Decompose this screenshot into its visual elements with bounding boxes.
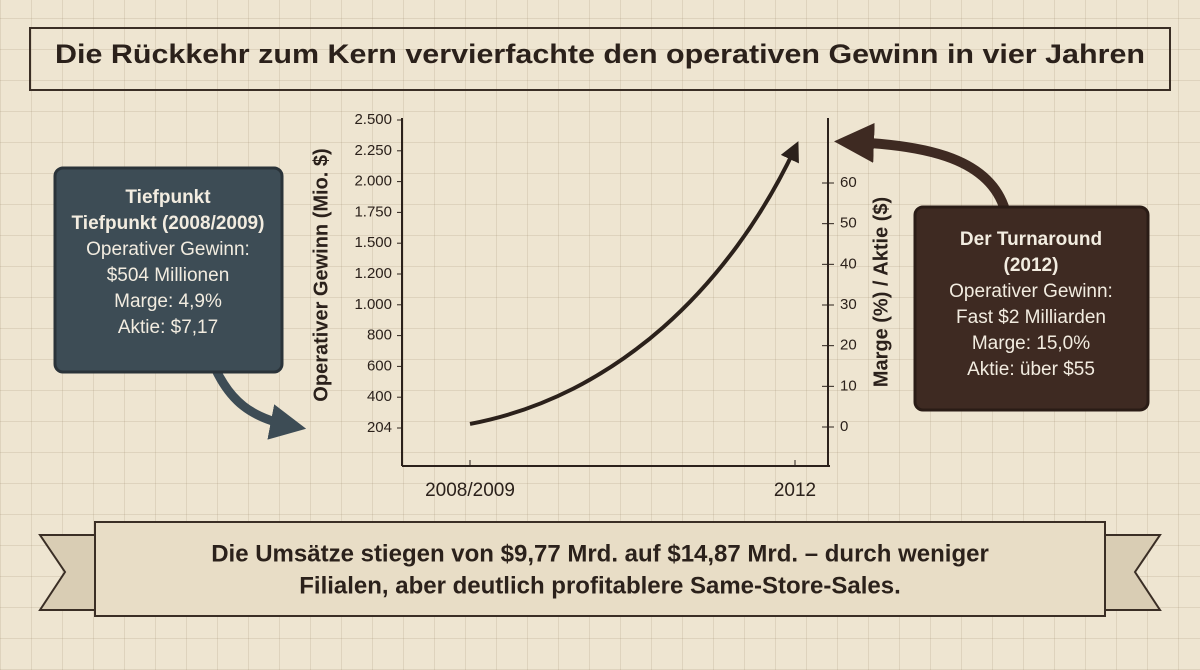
callout-box — [53, 166, 284, 374]
y2-tick-label: 60 — [840, 174, 857, 191]
y-tick-label: 800 — [367, 327, 392, 344]
banner-end — [38, 534, 101, 611]
y2-tick-label: 20 — [840, 337, 857, 354]
y2-tick-label: 0 — [840, 418, 848, 435]
y2-tick-label: 30 — [840, 296, 857, 313]
caption-text: Die Umsätze stiegen von $9,77 Mrd. auf $… — [211, 540, 989, 567]
x-tick-label: 2008/2009 — [425, 480, 515, 501]
callout-text: Tiefpunkt (2008/2009) — [72, 213, 265, 234]
callout-text: Tiefpunkt — [125, 187, 211, 208]
y-tick-label: 600 — [367, 357, 392, 374]
y-tick-label: 1.000 — [354, 296, 392, 313]
y-tick-label: 400 — [367, 388, 392, 405]
y2-tick-label: 40 — [840, 255, 857, 272]
callout-text: Aktie: über $55 — [967, 359, 1095, 380]
chart-title: Die Rückkehr zum Kern vervierfachte den … — [55, 39, 1145, 69]
caption-text: Filialen, aber deutlich profitablere Sam… — [299, 572, 901, 599]
callout-arrow — [834, 122, 1010, 212]
banner-end — [1099, 534, 1162, 611]
callout-text: Marge: 15,0% — [972, 333, 1090, 354]
y-tick-label: 204 — [367, 419, 392, 436]
y2-tick-label: 10 — [840, 377, 857, 394]
growth-curve — [469, 141, 799, 426]
banner — [94, 521, 1106, 617]
callout-box — [913, 205, 1150, 412]
callout-text: $504 Millionen — [107, 265, 230, 286]
y-tick-label: 1.500 — [354, 234, 392, 251]
callout-text: (2012) — [1004, 255, 1059, 276]
callout-text: Aktie: $7,17 — [118, 317, 218, 338]
callout-text: Fast $2 Milliarden — [956, 307, 1106, 328]
y-axis-title: Operativer Gewinn (Mio. $) — [310, 148, 332, 401]
callout-text: Marge: 4,9% — [114, 291, 222, 312]
y-tick-label: 1.200 — [354, 265, 392, 282]
y-tick-label: 2.250 — [354, 142, 392, 159]
y-tick-label: 2.000 — [354, 173, 392, 190]
title-frame — [29, 27, 1171, 91]
callout-text: Operativer Gewinn: — [949, 281, 1113, 302]
callout-arrow — [210, 366, 307, 440]
y-tick-label: 2.500 — [354, 111, 392, 128]
x-tick-label: 2012 — [774, 480, 816, 501]
y2-axis-title: Marge (%) / Aktie ($) — [870, 197, 892, 387]
y-tick-label: 1.750 — [354, 203, 392, 220]
callout-text: Operativer Gewinn: — [86, 239, 250, 260]
callout-text: Der Turnaround — [960, 229, 1102, 250]
y2-tick-label: 50 — [840, 215, 857, 232]
